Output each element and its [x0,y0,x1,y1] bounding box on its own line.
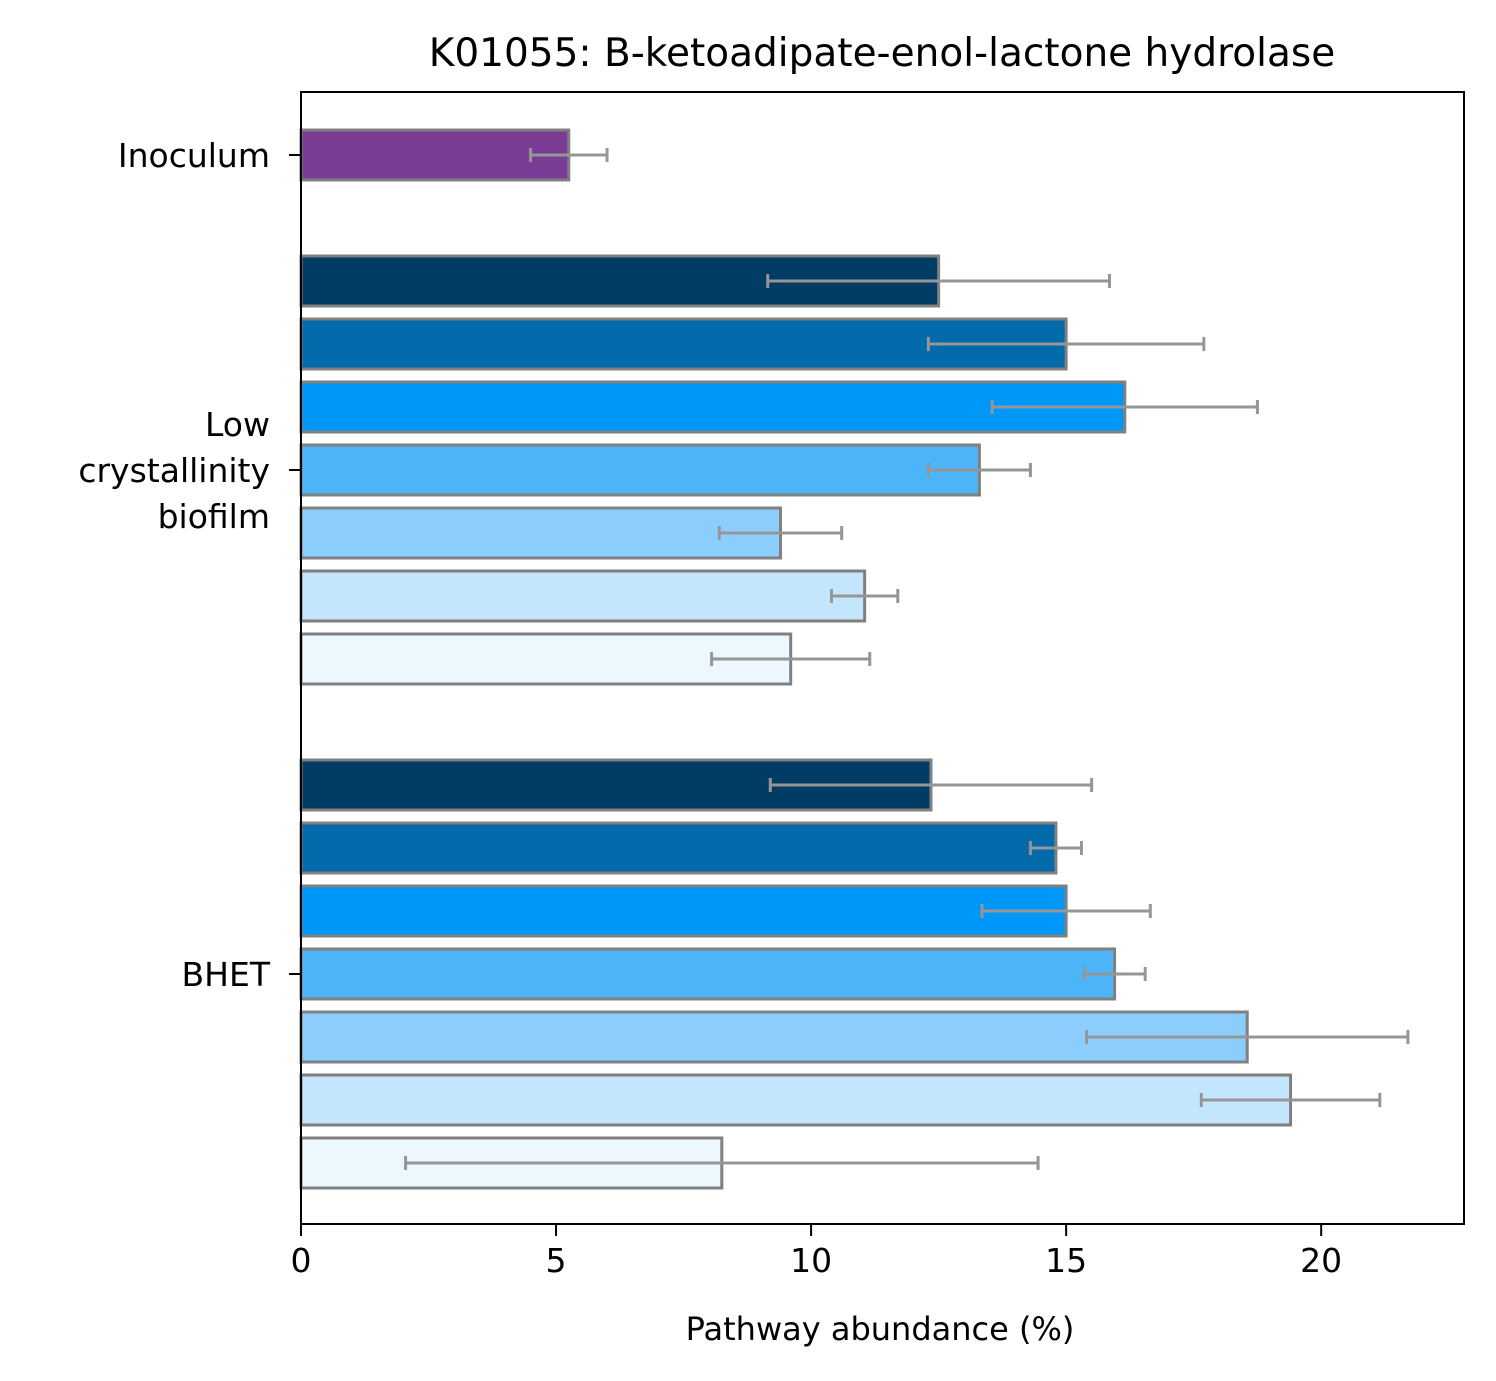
y-tick-label-line: BHET [182,955,271,994]
y-tick-label-1: Low crystallinity biofilm [78,405,270,536]
error-bar-0-0 [529,148,609,162]
chart-title: K01055: B-ketoadipate-enol-lactone hydro… [429,31,1335,76]
error-bar-1-0 [766,274,1111,288]
error-bar-1-1 [926,337,1206,351]
y-tick-label-line: Low [205,405,270,444]
x-axis-label: Pathway abundance (%) [686,1310,1075,1348]
y-tick-label-line: biofilm [158,497,270,536]
bar-1-3 [299,443,981,497]
error-bar-2-1 [1028,841,1083,855]
x-tick-label-3: 15 [1045,1241,1087,1280]
y-tick-label-line: Inoculum [118,136,270,175]
y-tick-label-2: BHET [182,955,271,994]
error-bar-1-4 [717,526,844,540]
error-bar-2-4 [1085,1030,1410,1044]
error-bar-2-5 [1199,1093,1382,1107]
error-bar-2-3 [1082,967,1147,981]
bar-1-4 [299,506,782,560]
bar-2-5 [299,1073,1293,1127]
bar-0-0 [299,128,571,182]
x-tick-label-2: 10 [790,1241,832,1280]
error-bars-layer [404,148,1410,1170]
error-bar-1-3 [926,463,1032,477]
plot-frame [300,91,1465,1225]
bar-2-1 [299,821,1058,875]
bar-2-2 [299,884,1068,938]
x-axis: 0 5 10 15 20 [291,1224,1342,1280]
error-bar-2-0 [768,778,1094,792]
error-bar-2-6 [404,1156,1040,1170]
x-tick-label-0: 0 [291,1241,312,1280]
bar-1-2 [299,380,1127,434]
error-bar-1-2 [990,400,1259,414]
error-bar-2-2 [980,904,1152,918]
y-tick-label-line: crystallinity [78,451,270,490]
error-bar-1-5 [829,589,900,603]
bar-1-5 [299,569,867,623]
error-bar-1-6 [710,652,872,666]
bar-2-3 [299,947,1117,1001]
y-tick-label-0: Inoculum [118,136,270,175]
bars-layer [299,128,1293,1190]
y-axis: Inoculum Low crystallinity biofilm BHET [78,136,301,994]
x-tick-label-1: 5 [546,1241,567,1280]
x-tick-label-4: 20 [1300,1241,1342,1280]
